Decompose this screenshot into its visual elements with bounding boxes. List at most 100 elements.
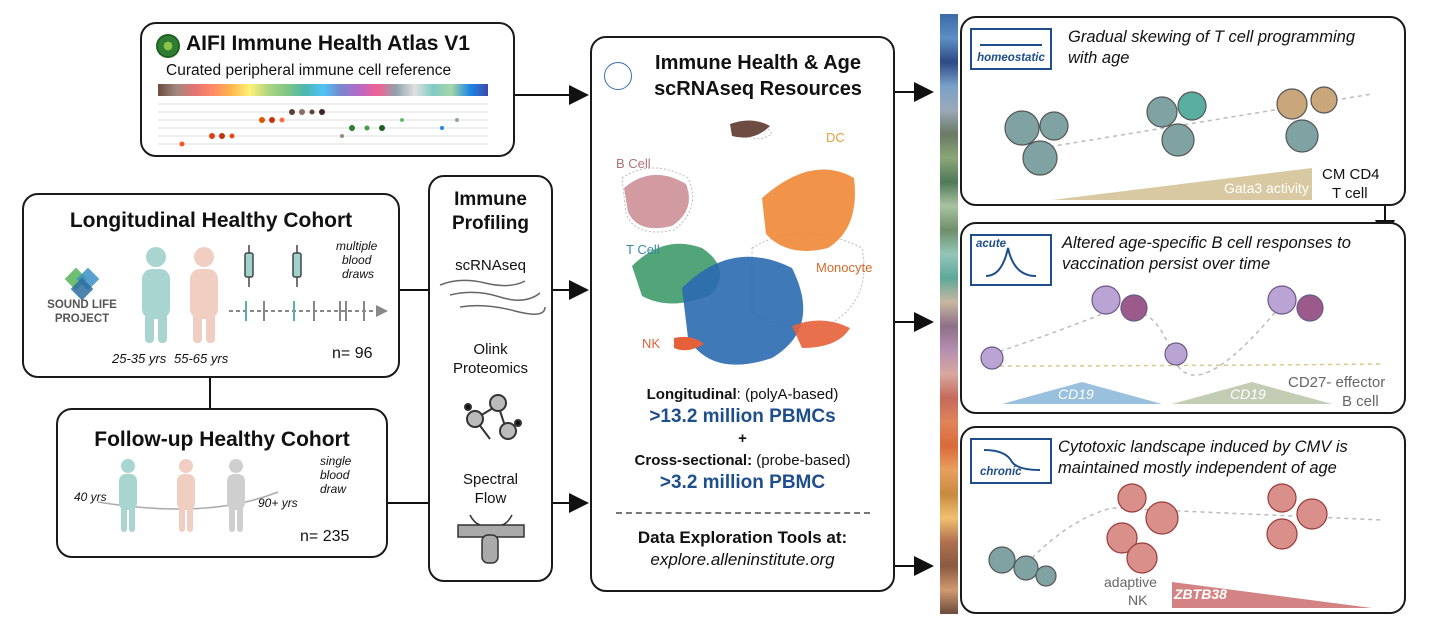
- method-flow-2: Flow: [474, 490, 507, 507]
- badge-acute-label: acute: [976, 238, 1007, 250]
- method-olink-1: Olink: [473, 341, 508, 358]
- age-label-old: 55-65 yrs: [174, 351, 229, 366]
- age-label-40: 40 yrs: [74, 490, 107, 504]
- followup-title: Follow-up Healthy Cohort: [94, 428, 350, 451]
- badge-chronic: chronic: [970, 438, 1052, 484]
- longitudinal-cohort-panel: Longitudinal Healthy Cohort SOUND LIFE P…: [22, 193, 400, 378]
- followup-draw-note-2: blood: [320, 468, 350, 482]
- label-monocyte: Monocyte: [816, 260, 873, 275]
- label-bcell: B Cell: [616, 156, 651, 171]
- finding-3-illustration: [988, 483, 1383, 608]
- finding-3-cell-label-1: adaptive: [1104, 574, 1157, 590]
- atlas-heatmap-header: [158, 84, 488, 96]
- finding-3-gradient-label: ZBTB38: [1174, 586, 1227, 602]
- sound-life-logo-line2: PROJECT: [54, 313, 110, 325]
- cd19-gradient-2: [1172, 382, 1332, 404]
- umap-plot: [621, 120, 865, 365]
- profiling-title-2: Profiling: [451, 213, 530, 234]
- acute-curve-icon: [985, 247, 1037, 277]
- age-label-90: 90+ yrs: [258, 496, 298, 510]
- profiling-title-1: Immune: [454, 189, 527, 210]
- followup-draw-note-3: draw: [320, 482, 347, 496]
- monocyte-cluster: [762, 169, 855, 251]
- finding-3-cell-label-2: NK: [1128, 592, 1148, 608]
- blood-draw-timeline: [229, 301, 388, 321]
- finding-2-gradient-label-2: CD19: [1230, 386, 1266, 402]
- badge-homeostatic-label: homeostatic: [977, 52, 1045, 64]
- finding-2-text-2: vaccination persist over time: [1062, 255, 1271, 273]
- label-nk: NK: [642, 336, 661, 351]
- longitudinal-count: >13.2 million PBMCs: [649, 406, 836, 427]
- cohort-figures: [142, 245, 388, 343]
- cd19-gradient-1: [1002, 382, 1162, 404]
- atlas-logo-icon: [156, 34, 180, 58]
- badge-acute: acute: [970, 234, 1052, 286]
- resources-title-2: scRNAseq Resources: [654, 78, 862, 100]
- finding-3-text-2: maintained mostly independent of age: [1058, 459, 1337, 477]
- figure-young: [142, 247, 170, 343]
- figure-old: [190, 247, 218, 343]
- finding-1-cell-label-2: T cell: [1332, 185, 1368, 202]
- atlas-subtitle: Curated peripheral immune cell reference: [166, 62, 452, 79]
- gata3-gradient-bar: [1052, 168, 1312, 200]
- longitudinal-method: : (polyA-based): [736, 386, 839, 403]
- bcell-cluster: [624, 174, 689, 229]
- resources-logo-icon: [604, 62, 632, 90]
- resources-title-1: Immune Health & Age: [655, 52, 861, 74]
- finding-chronic-panel: chronic Cytotoxic landscape induced by C…: [960, 426, 1406, 614]
- tools-url[interactable]: explore.alleninstitute.org: [650, 550, 835, 569]
- zbtb38-gradient-bar: [1172, 582, 1372, 608]
- atlas-dotplot: [158, 103, 488, 147]
- finding-2-gradient-label-1: CD19: [1058, 386, 1094, 402]
- longitudinal-draw-note-1: multiple: [336, 239, 378, 253]
- finding-acute-panel: acute Altered age-specific B cell respon…: [960, 222, 1406, 414]
- finding-1-text-1: Gradual skewing of T cell programming: [1068, 28, 1356, 46]
- finding-2-text-1: Altered age-specific B cell responses to: [1062, 234, 1351, 252]
- cross-sectional-line: Cross-sectional: (probe-based): [592, 452, 893, 469]
- cluster-color-strip: [940, 14, 958, 614]
- finding-1-gradient-label: Gata3 activity: [1224, 180, 1309, 196]
- chronic-curve-icon: [983, 449, 1041, 471]
- finding-1-illustration: [1004, 86, 1373, 200]
- finding-3-text-1: Cytotoxic landscape induced by CMV is: [1058, 438, 1348, 456]
- finding-1-text-2: with age: [1068, 49, 1130, 67]
- finding-2-cell-label-1: CD27- effector: [1288, 374, 1386, 391]
- longitudinal-title: Longitudinal Healthy Cohort: [69, 209, 353, 232]
- resources-panel: Immune Health & Age scRNAseq Resources B…: [590, 36, 895, 592]
- tools-title: Data Exploration Tools at:: [637, 528, 848, 547]
- nk-cluster-2: [792, 320, 850, 348]
- cross-count: >3.2 million PBMC: [659, 472, 826, 493]
- followup-cohort-panel: Follow-up Healthy Cohort 40 yrs 90+ yrs …: [56, 408, 388, 558]
- badge-homeostatic: homeostatic: [970, 28, 1052, 70]
- followup-figures: [97, 459, 279, 532]
- finding-1-cell-label-1: CM CD4: [1322, 166, 1380, 183]
- label-tcell: T Cell: [626, 242, 660, 257]
- atlas-panel: AIFI Immune Health Atlas V1 Curated peri…: [140, 22, 515, 157]
- olink-molecule-icon: [464, 394, 522, 440]
- finding-2-cell-label-2: B cell: [1342, 393, 1379, 410]
- profiling-icons: [439, 279, 546, 564]
- longitudinal-draw-note-2: blood: [342, 253, 372, 267]
- label-dc: DC: [826, 130, 845, 145]
- longitudinal-draw-note-3: draws: [342, 267, 375, 281]
- main-blue-cluster: [682, 256, 804, 365]
- followup-n: n= 235: [300, 528, 350, 545]
- flow-cytometer-icon: [457, 514, 525, 564]
- longitudinal-label: Longitudinal: [646, 386, 737, 403]
- dc-cluster: [730, 120, 770, 138]
- nk-cluster: [674, 336, 704, 351]
- syringe-icon: [244, 245, 302, 287]
- badge-chronic-label: chronic: [980, 466, 1022, 478]
- method-scrnaseq: scRNAseq: [455, 257, 526, 274]
- method-flow-1: Spectral: [462, 471, 519, 488]
- method-olink-2: Proteomics: [452, 360, 529, 377]
- longitudinal-line: Longitudinal: (polyA-based): [592, 386, 893, 403]
- divider-dashed: [616, 512, 870, 514]
- age-label-young: 25-35 yrs: [112, 351, 167, 366]
- finding-homeostatic-panel: homeostatic Gradual skewing of T cell pr…: [960, 16, 1406, 206]
- cross-method: (probe-based): [752, 452, 851, 469]
- sound-life-logo-line1: SOUND LIFE: [47, 299, 117, 311]
- cross-label: Cross-sectional:: [634, 452, 753, 469]
- longitudinal-n: n= 96: [332, 345, 373, 362]
- rna-strands-icon: [439, 279, 546, 315]
